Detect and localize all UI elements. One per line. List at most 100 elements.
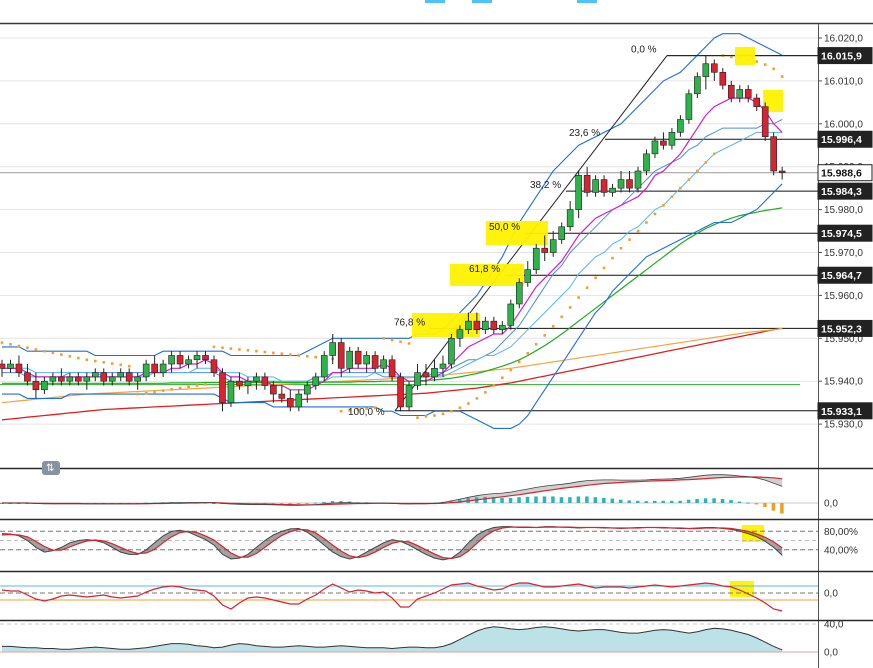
sar-dot	[636, 229, 640, 233]
sar-dot	[339, 409, 343, 413]
price-tick-label: 15.950,0	[824, 334, 863, 345]
sar-dot	[348, 409, 351, 412]
candle-body	[337, 342, 345, 369]
candle-body	[151, 363, 158, 373]
sar-dot	[110, 362, 114, 365]
candle-body	[515, 282, 523, 305]
candle-body	[439, 363, 447, 369]
price-tag-label: 15.933,1	[821, 406, 862, 418]
sar-dot	[670, 195, 674, 199]
candle-body	[634, 170, 642, 189]
sar-dot	[662, 204, 665, 207]
price-tick-label: 15.960,0	[824, 291, 863, 302]
sar-dot	[441, 412, 445, 416]
price-tag-label: 15.984,3	[821, 186, 862, 198]
sar-dot	[102, 361, 106, 364]
candle-body	[507, 303, 515, 326]
sar-dot	[416, 416, 419, 419]
sar-dot	[645, 221, 648, 224]
sar-dot	[526, 352, 530, 355]
sar-dot	[119, 363, 123, 367]
candle-body	[312, 376, 320, 386]
sar-dot	[314, 355, 318, 359]
candle-body	[583, 174, 591, 193]
candle-body	[592, 179, 599, 193]
price-tag-box	[817, 402, 873, 420]
candle-body	[363, 355, 370, 365]
candle-body	[329, 342, 337, 356]
sar-dot	[458, 406, 462, 410]
sar-dot	[551, 324, 555, 328]
candle-body	[287, 398, 294, 408]
candle-body	[770, 136, 777, 172]
indicator-panels: ⇅ 0,0 80,00% 40,00% 0,0 40,0 0,0	[0, 461, 873, 659]
sar-dot	[170, 388, 173, 391]
sar-dot	[696, 169, 699, 173]
candle-body	[694, 76, 701, 95]
candle-body	[270, 385, 277, 395]
candle-body	[261, 376, 269, 386]
sar-dot	[17, 344, 21, 348]
sar-dot	[755, 60, 759, 63]
sar-dot	[729, 55, 733, 59]
candle-body	[0, 363, 6, 369]
macd-histogram-bar	[483, 496, 487, 503]
sma-red-line	[1, 327, 783, 421]
sar-dot	[679, 186, 682, 190]
macd-histogram-bar	[508, 497, 513, 503]
fib-level-label: 38,2 %	[530, 180, 561, 191]
sar-dot	[517, 360, 521, 364]
candle-body	[448, 337, 455, 365]
macd-histogram-bar	[661, 500, 665, 503]
price-tag-label: 15.964,7	[821, 270, 862, 282]
candle-body	[7, 363, 14, 369]
candle-body	[744, 89, 752, 99]
candle-body	[210, 359, 218, 373]
sar-dot	[611, 256, 614, 260]
macd-histogram-bar	[305, 503, 309, 504]
osc-line	[1, 582, 783, 612]
sar-dot	[467, 402, 470, 405]
sar-dot	[424, 415, 428, 418]
sar-dot	[619, 246, 623, 250]
macd-histogram-bar	[737, 501, 742, 503]
price-tick-label: 15.930,0	[824, 420, 863, 431]
macd-histogram-bar	[525, 496, 530, 503]
sar-dot	[238, 348, 241, 351]
candle-body	[702, 63, 710, 77]
sar-dot	[77, 356, 80, 360]
candle-body	[142, 363, 150, 378]
candle-body	[159, 363, 167, 373]
macd-histogram-bar	[729, 500, 733, 503]
sar-dot	[763, 63, 767, 66]
vol-line	[2, 626, 783, 651]
candle-body	[761, 106, 769, 137]
top-tab	[577, 0, 597, 3]
macd-histogram-bar	[457, 498, 462, 503]
candle-body	[32, 380, 40, 391]
sar-dot	[229, 347, 233, 350]
candle-body	[643, 153, 650, 172]
candle-body	[295, 393, 303, 408]
top-tab	[425, 0, 445, 3]
price-tag-box	[817, 319, 873, 337]
sar-dot	[51, 351, 55, 355]
sar-dot	[509, 368, 513, 372]
candle-body	[711, 63, 718, 73]
vol-area	[2, 626, 783, 652]
sar-dot	[594, 276, 597, 280]
macd-histogram-bar	[322, 501, 326, 503]
macd-signal-line	[2, 476, 783, 506]
macd-histogram-bar	[602, 497, 606, 503]
price-tag-label: 15.996,4	[821, 134, 862, 146]
candle-body	[49, 376, 57, 382]
candle-body	[117, 372, 125, 378]
price-tag-box	[817, 182, 873, 200]
sar-dot	[450, 409, 453, 413]
macd-histogram-bar	[585, 496, 589, 503]
macd-histogram-bar	[296, 503, 301, 504]
sar-dot	[161, 389, 165, 392]
sar-dot	[780, 75, 784, 78]
sar-dot	[602, 266, 606, 270]
candle-body	[303, 385, 311, 395]
